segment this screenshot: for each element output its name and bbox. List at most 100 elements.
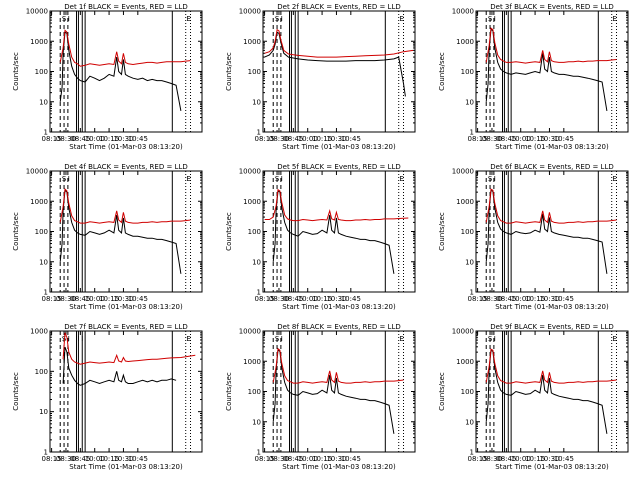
y-tick-label: 10 — [465, 258, 474, 266]
x-axis-label: Start Time (01-Mar-03 08:13:20) — [69, 143, 183, 151]
x-tick-label: 08:45 — [283, 135, 303, 143]
x-tick-label: 08:15 — [468, 455, 488, 463]
y-tick-label: 10 — [39, 408, 48, 416]
segment-letter: E — [186, 175, 190, 183]
chart-panel: Det 3f BLACK = Events, RED = LLD 1 10 100 10… — [438, 3, 629, 151]
segment-letter: S — [275, 175, 280, 183]
y-tick-label: 10000 — [239, 328, 261, 336]
y-tick-label: 10 — [252, 258, 261, 266]
x-axis-label: Start Time (01-Mar-03 08:13:20) — [495, 303, 609, 311]
y-tick-label: 100 — [35, 228, 48, 236]
segment-letter: S — [488, 175, 493, 183]
x-tick-label: 10:00 — [511, 455, 531, 463]
x-tick-label: 08:45 — [70, 135, 90, 143]
x-axis-label: Start Time (01-Mar-03 08:13:20) — [282, 303, 396, 311]
x-tick-label: 08:30 — [269, 295, 289, 303]
segment-letter: E — [612, 15, 616, 23]
segment-letter: S — [275, 335, 280, 343]
x-tick-label: 08:30 — [56, 295, 76, 303]
y-tick-label: 1 — [44, 449, 48, 457]
y-axis-label: Counts/sec — [438, 372, 446, 411]
y-axis-label: Counts/sec — [12, 212, 20, 251]
lld-series-line — [485, 188, 617, 224]
x-tick-label: 08:45 — [496, 295, 516, 303]
x-tick-label: 10:30 — [113, 295, 133, 303]
x-tick-label: 10:45 — [128, 295, 148, 303]
chart-panel: Det 4f BLACK = Events, RED = LLD 1 10 100 10… — [12, 163, 203, 311]
segment-letter: S — [62, 15, 67, 23]
x-tick-label: 08:45 — [70, 455, 90, 463]
segment-letter: I — [281, 15, 283, 23]
y-axis-label: Counts/sec — [225, 372, 233, 411]
chart-panel: Det 7f BLACK = Events, RED = LLD 1 10 100 10… — [12, 323, 203, 471]
y-tick-label: 1 — [44, 289, 48, 297]
x-axis-label: Start Time (01-Mar-03 08:13:20) — [495, 143, 609, 151]
y-tick-label: 1000 — [243, 358, 261, 366]
y-tick-label: 1000 — [243, 198, 261, 206]
y-tick-label: 10 — [465, 98, 474, 106]
y-tick-label: 1 — [257, 289, 261, 297]
segment-letter: I — [81, 335, 83, 343]
x-tick-label: 10:00 — [298, 135, 318, 143]
y-tick-label: 10 — [252, 418, 261, 426]
x-tick-label: 08:15 — [42, 135, 62, 143]
y-tick-label: 1 — [470, 129, 474, 137]
plot-frame — [49, 330, 203, 453]
x-tick-label: 10:00 — [511, 135, 531, 143]
x-tick-label: 10:45 — [341, 135, 361, 143]
x-tick-label: 08:30 — [56, 455, 76, 463]
chart-panel: Det 5f BLACK = Events, RED = LLD 1 10 100 10… — [225, 163, 416, 311]
y-tick-label: 100 — [35, 368, 48, 376]
chart-title: Det 8f BLACK = Events, RED = LLD — [277, 323, 400, 331]
x-tick-label: 08:45 — [283, 295, 303, 303]
x-tick-label: 10:15 — [312, 135, 332, 143]
y-tick-label: 10000 — [26, 8, 48, 16]
segment-letter: I — [494, 335, 496, 343]
y-tick-label: 100 — [461, 388, 474, 396]
chart-panel: Det 2f BLACK = Events, RED = LLD 1 10 100 10… — [225, 3, 416, 151]
lld-series-line — [59, 188, 191, 224]
y-axis-label: Counts/sec — [438, 52, 446, 91]
segment-letter: S — [62, 175, 67, 183]
plot-frame — [49, 170, 203, 293]
y-tick-label: 1000 — [30, 198, 48, 206]
x-tick-label: 10:15 — [525, 455, 545, 463]
x-tick-label: 08:30 — [56, 135, 76, 143]
y-tick-label: 10 — [465, 418, 474, 426]
y-tick-label: 100 — [248, 68, 261, 76]
events-series-line — [62, 346, 177, 386]
plot-frame — [262, 330, 416, 453]
segment-letter: I — [77, 335, 79, 343]
y-tick-label: 100 — [248, 388, 261, 396]
segment-letter: I — [68, 15, 70, 23]
chart-title: Det 9f BLACK = Events, RED = LLD — [490, 323, 613, 331]
chart-title: Det 6f BLACK = Events, RED = LLD — [490, 163, 613, 171]
x-tick-label: 10:45 — [128, 135, 148, 143]
plot-frame — [475, 330, 629, 453]
x-tick-label: 10:00 — [511, 295, 531, 303]
x-tick-label: 10:00 — [85, 455, 105, 463]
y-tick-label: 1000 — [456, 358, 474, 366]
x-tick-label: 08:15 — [255, 455, 275, 463]
chart-title: Det 7f BLACK = Events, RED = LLD — [64, 323, 187, 331]
y-tick-label: 10000 — [26, 168, 48, 176]
y-axis-label: Counts/sec — [12, 372, 20, 411]
x-axis-label: Start Time (01-Mar-03 08:13:20) — [495, 463, 609, 471]
y-axis-label: Counts/sec — [225, 52, 233, 91]
y-tick-label: 10000 — [239, 8, 261, 16]
x-tick-label: 08:15 — [468, 135, 488, 143]
x-tick-label: 10:15 — [312, 455, 332, 463]
y-tick-label: 1000 — [30, 328, 48, 336]
segment-letter: I — [494, 175, 496, 183]
x-tick-label: 08:30 — [269, 135, 289, 143]
x-tick-label: 08:15 — [42, 295, 62, 303]
segment-letter: E — [399, 335, 403, 343]
chart-title: Det 2f BLACK = Events, RED = LLD — [277, 3, 400, 11]
y-tick-label: 1 — [257, 129, 261, 137]
segment-letter: S — [488, 15, 493, 23]
x-axis-label: Start Time (01-Mar-03 08:13:20) — [69, 303, 183, 311]
x-tick-label: 08:15 — [42, 455, 62, 463]
x-tick-label: 08:45 — [496, 135, 516, 143]
segment-letter: E — [399, 175, 403, 183]
